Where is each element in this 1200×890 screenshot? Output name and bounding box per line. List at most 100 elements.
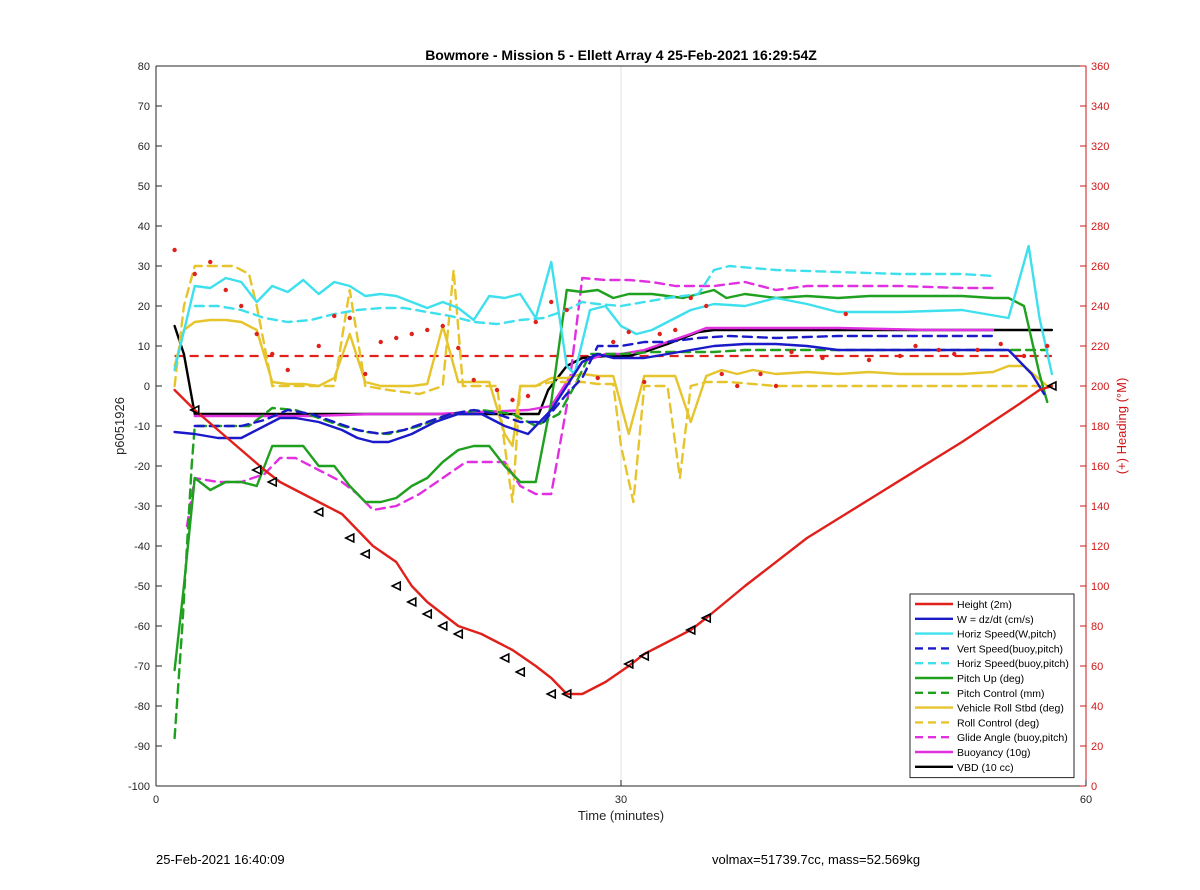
footer-timestamp: 25-Feb-2021 16:40:09 — [156, 852, 285, 867]
heading-point — [285, 367, 290, 373]
y2-tick-label: 260 — [1091, 261, 1109, 273]
height-marker — [498, 652, 510, 664]
y-tick-label: 70 — [138, 101, 150, 113]
y-axis-label: p6051926 — [112, 397, 127, 455]
height-marker — [312, 506, 324, 518]
heading-point — [704, 303, 709, 309]
height-marker — [266, 476, 278, 488]
height-marker — [359, 548, 371, 560]
y-tick-label: 60 — [138, 141, 150, 153]
heading-point — [952, 351, 957, 357]
height-marker — [684, 624, 696, 636]
heading-point — [595, 375, 600, 381]
y2-tick-label: 60 — [1091, 661, 1103, 673]
heading-point — [688, 295, 693, 301]
legend-label-glide-angle-buoy-pitch: Glide Angle (buoy,pitch) — [957, 732, 1068, 744]
legend-label-w-dz-dt-cm-s: W = dz/dt (cm/s) — [957, 614, 1034, 626]
height-marker — [436, 620, 448, 632]
footer-vehicle-info: volmax=51739.7cc, mass=52.569kg — [712, 852, 921, 867]
legend-label-horiz-speed-buoy-pitch: Horiz Speed(buoy,pitch) — [957, 658, 1069, 670]
y2-tick-label: 120 — [1091, 541, 1109, 553]
heading-point — [820, 355, 825, 361]
y2-tick-label: 0 — [1091, 781, 1097, 793]
heading-point — [394, 335, 399, 341]
y2-tick-label: 200 — [1091, 381, 1109, 393]
legend-label-vbd-10-cc: VBD (10 cc) — [957, 762, 1014, 774]
y-tick-label: -40 — [134, 541, 150, 553]
y-tick-label: -10 — [134, 421, 150, 433]
height-marker — [622, 658, 634, 670]
y2-tick-label: 300 — [1091, 181, 1109, 193]
y-tick-label: -80 — [134, 701, 150, 713]
y-tick-label: -30 — [134, 501, 150, 513]
height-marker — [188, 404, 200, 416]
y-tick-label: -100 — [128, 781, 150, 793]
height-marker — [514, 666, 526, 678]
x-tick-label: 0 — [153, 794, 159, 806]
series-line-w-dz-dt-cm-s — [173, 342, 1046, 444]
y2-tick-label: 340 — [1091, 101, 1109, 113]
heading-point — [409, 331, 414, 337]
heading-point — [773, 383, 779, 389]
y2-tick-label: 140 — [1091, 501, 1109, 513]
series-line-horiz-speed-buoy-pitch — [193, 264, 995, 326]
heading-point — [208, 259, 213, 265]
y-tick-label: -60 — [134, 621, 150, 633]
y-tick-label: -50 — [134, 581, 150, 593]
x-tick-label: 30 — [615, 794, 627, 806]
heading-point — [657, 331, 662, 337]
height-marker — [421, 608, 433, 620]
height-marker — [250, 464, 262, 476]
heading-point — [378, 339, 383, 345]
y-tick-label: -90 — [134, 741, 150, 753]
height-marker — [343, 532, 355, 544]
heading-point — [758, 371, 763, 377]
heading-point — [316, 343, 321, 349]
y-tick-label: 40 — [138, 221, 150, 233]
height-marker — [405, 596, 417, 608]
heading-point — [1021, 353, 1027, 359]
heading-point — [913, 343, 918, 349]
heading-point — [332, 313, 337, 319]
series-line-vert-speed-buoy-pitch — [193, 334, 995, 436]
series-line-height-2m — [173, 384, 1054, 696]
y2-tick-label: 160 — [1091, 461, 1109, 473]
y2-tick-label: 180 — [1091, 421, 1109, 433]
heading-point — [172, 247, 177, 253]
x-tick-label: 60 — [1080, 794, 1092, 806]
y-tick-label: 10 — [138, 341, 150, 353]
heading-point — [425, 327, 430, 333]
y2-tick-label: 100 — [1091, 581, 1109, 593]
legend-label-pitch-up-deg: Pitch Up (deg) — [957, 673, 1024, 685]
heading-point — [440, 323, 445, 329]
y2-tick-label: 20 — [1091, 741, 1103, 753]
heading-point — [719, 371, 724, 377]
legend-label-vert-speed-buoy-pitch: Vert Speed(buoy,pitch) — [957, 643, 1063, 655]
legend-label-buoyancy-10g: Buoyancy (10g) — [957, 747, 1031, 759]
heading-point — [363, 371, 368, 377]
legend-label-pitch-control-mm: Pitch Control (mm) — [957, 688, 1045, 700]
heading-point — [866, 357, 872, 363]
y-tick-label: 20 — [138, 301, 150, 313]
heading-point — [975, 347, 980, 353]
height-marker — [545, 688, 557, 700]
series-line-pitch-up-deg — [173, 288, 1049, 672]
heading-point — [735, 383, 740, 389]
heading-point — [642, 379, 647, 385]
chart-title: Bowmore - Mission 5 - Ellett Array 4 25-… — [425, 47, 817, 63]
legend-box — [909, 593, 1075, 779]
y2-tick-label: 220 — [1091, 341, 1109, 353]
height-marker — [638, 650, 650, 662]
y2-tick-label: 280 — [1091, 221, 1109, 233]
heading-point — [239, 303, 244, 309]
y2-axis-label: (+) Heading (°M) — [1114, 378, 1129, 475]
heading-point — [897, 353, 903, 359]
heading-point — [471, 377, 476, 383]
heading-point — [549, 299, 554, 305]
heading-point — [192, 271, 197, 277]
legend-label-roll-control-deg: Roll Control (deg) — [957, 717, 1039, 729]
y-tick-label: 0 — [144, 381, 150, 393]
heading-point — [347, 315, 352, 321]
heading-point — [611, 339, 616, 345]
